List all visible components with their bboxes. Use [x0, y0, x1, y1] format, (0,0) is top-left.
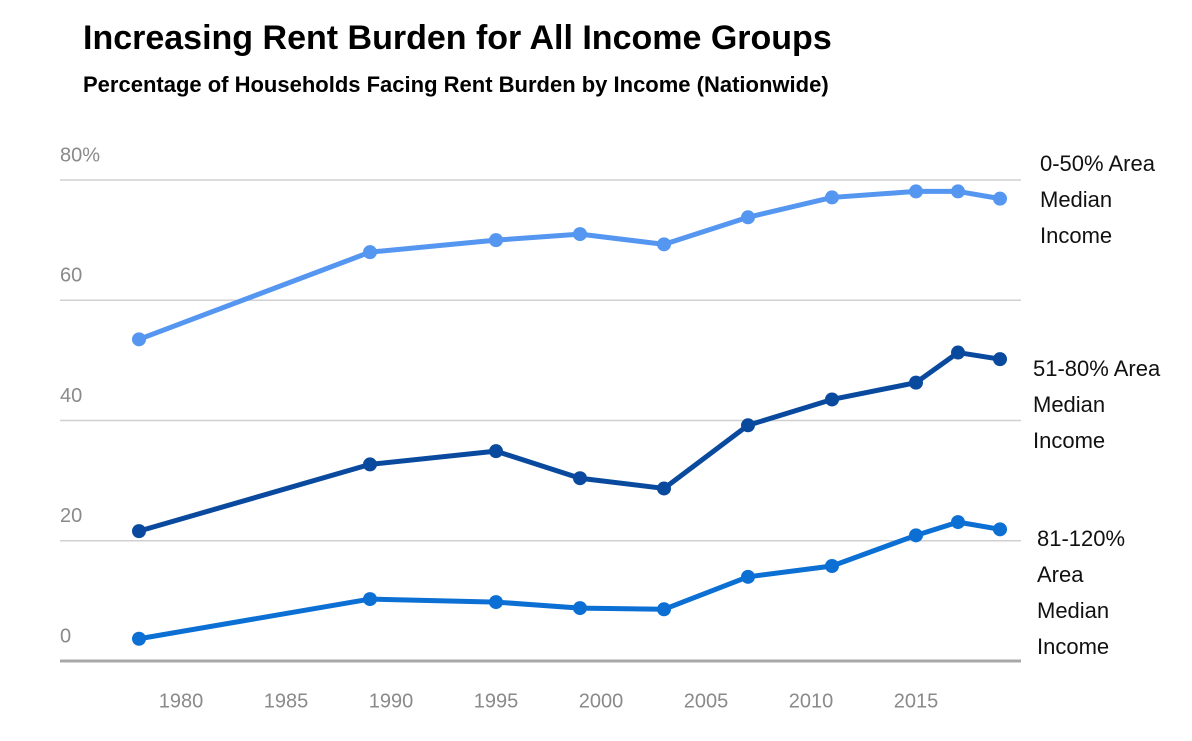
data-point: [825, 559, 839, 574]
y-tick-label: 60: [60, 265, 82, 287]
x-tick-label: 1995: [474, 690, 519, 712]
x-tick-label: 2000: [579, 690, 624, 712]
data-point: [951, 515, 965, 530]
series-label: 51-80% Area Median Income: [1033, 356, 1161, 453]
x-tick-label: 1990: [369, 690, 414, 712]
data-point: [993, 191, 1007, 206]
data-point: [132, 631, 146, 646]
data-point: [489, 233, 503, 248]
data-point: [951, 184, 965, 199]
data-point: [993, 522, 1007, 537]
y-tick-label: 20: [60, 505, 82, 527]
data-point: [489, 444, 503, 459]
data-point: [909, 528, 923, 543]
x-tick-label: 2005: [684, 690, 729, 712]
data-point: [657, 602, 671, 617]
chart-title: Increasing Rent Burden for All Income Gr…: [83, 19, 832, 57]
data-point: [741, 210, 755, 225]
data-point: [741, 569, 755, 584]
data-point: [741, 418, 755, 433]
series-label: 0-50% Area Median Income: [1040, 151, 1155, 248]
data-point: [909, 375, 923, 390]
data-point: [363, 457, 377, 472]
data-point: [657, 481, 671, 496]
data-point: [489, 595, 503, 610]
data-point: [132, 524, 146, 539]
data-point: [573, 601, 587, 616]
series-line: [138, 188, 1001, 342]
x-tick-label: 1985: [264, 690, 309, 712]
series-line: [138, 519, 1001, 642]
series-label: 81-120% Area Median Income: [1037, 526, 1126, 659]
data-point: [573, 471, 587, 486]
y-tick-label: 40: [60, 385, 82, 407]
data-point: [132, 332, 146, 347]
y-tick-label: 0: [60, 625, 71, 647]
x-tick-label: 2010: [789, 690, 834, 712]
chart-subtitle: Percentage of Households Facing Rent Bur…: [83, 72, 829, 97]
data-point: [363, 592, 377, 607]
data-point: [951, 345, 965, 360]
data-point: [909, 184, 923, 199]
data-point: [573, 227, 587, 242]
data-point: [993, 352, 1007, 367]
data-point: [657, 237, 671, 252]
data-point: [825, 392, 839, 407]
data-point: [363, 245, 377, 260]
y-tick-label: 80%: [60, 144, 100, 166]
x-tick-label: 1980: [159, 690, 204, 712]
series-line: [138, 350, 1001, 534]
data-point: [825, 190, 839, 205]
x-tick-label: 2015: [894, 690, 939, 712]
